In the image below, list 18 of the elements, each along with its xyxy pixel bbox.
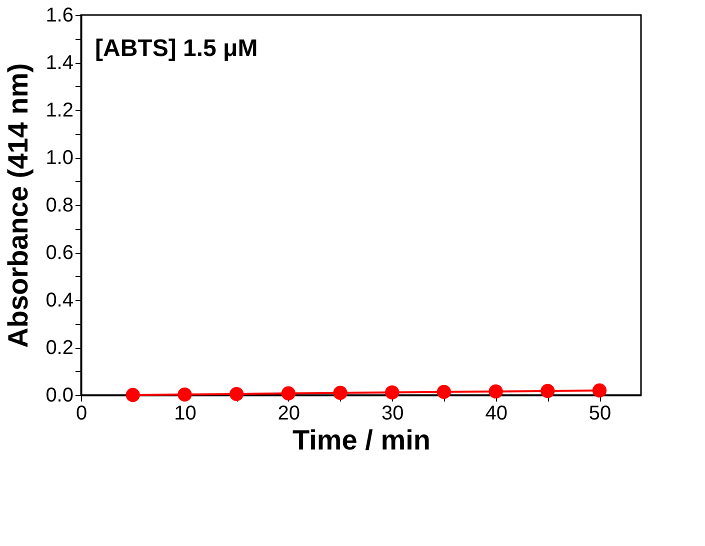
- x-tick-label: 50: [588, 402, 612, 424]
- x-tick-label: 10: [174, 402, 196, 424]
- x-tick-label: 20: [278, 402, 300, 424]
- y-tick-label: 1.2: [46, 100, 74, 122]
- y-tick-label: 1.6: [46, 4, 74, 26]
- y-tick-label: 0.4: [46, 290, 74, 312]
- annotation: [ABTS] 1.5 μM: [95, 35, 258, 62]
- y-tick-label: 1.4: [46, 52, 74, 74]
- x-tick-label: 40: [485, 402, 508, 424]
- y-tick-label: 0.2: [46, 337, 74, 359]
- y-tick-label: 0.0: [46, 384, 74, 406]
- x-axis-title: Time / min: [292, 424, 430, 456]
- y-tick-label: 0.8: [46, 194, 74, 216]
- x-tick-label: 30: [381, 402, 404, 424]
- x-tick-label: 0: [76, 402, 88, 424]
- y-tick-label: 0.6: [46, 242, 74, 264]
- y-tick-label: 1.0: [46, 147, 74, 169]
- y-axis-title: Absorbance (414 nm): [2, 63, 34, 348]
